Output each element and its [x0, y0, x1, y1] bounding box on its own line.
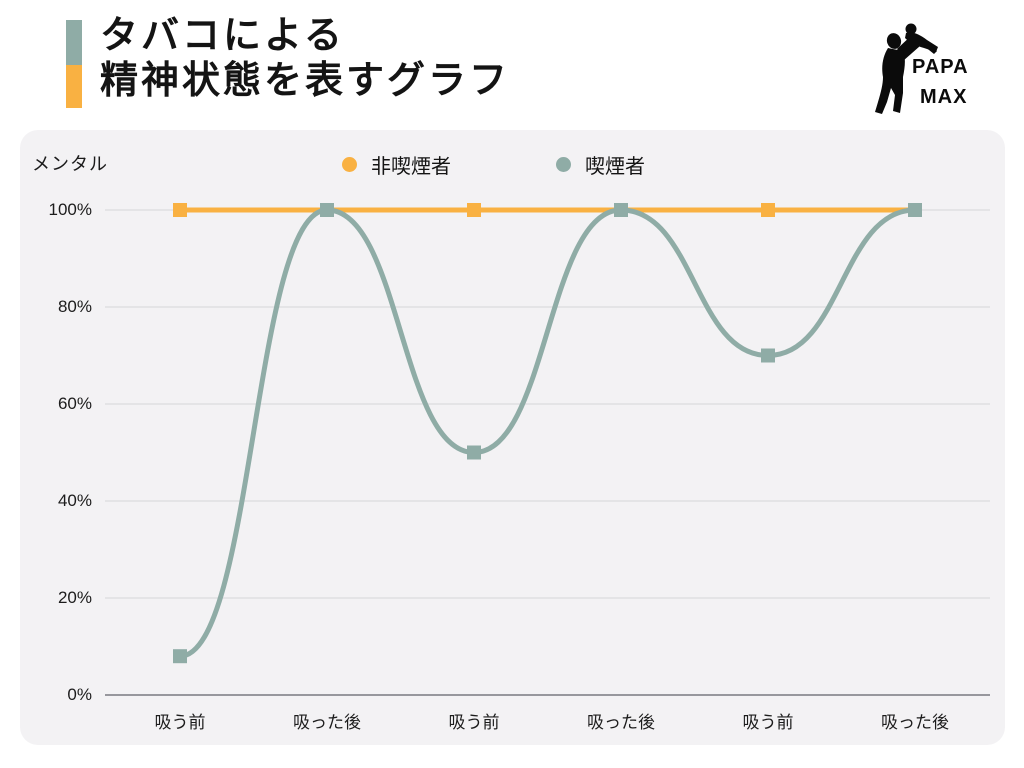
legend-dot-nonsmoker-icon	[342, 157, 357, 172]
series-marker-smoker	[467, 445, 481, 460]
y-tick-label: 0%	[67, 685, 92, 704]
x-tick-label: 吸った後	[587, 713, 655, 732]
title-accent-bar-sage	[66, 20, 82, 65]
logo-text-papa: PAPA	[912, 56, 969, 78]
page-title: タバコによる 精神状態を表すグラフ	[66, 14, 510, 108]
legend-dot-smoker-icon	[556, 157, 571, 172]
legend-item-smoker: 喫煙者	[556, 150, 645, 179]
chart-title-line1: タバコによる	[100, 15, 345, 57]
y-tick-label: 60%	[57, 394, 92, 413]
series-marker-smoker	[761, 348, 775, 363]
series-line-smoker	[177, 207, 918, 659]
legend-item-nonsmoker: 非喫煙者	[342, 150, 451, 179]
y-tick-label: 20%	[57, 588, 92, 607]
title-accent-bar-orange	[66, 65, 82, 108]
x-tick-label: 吸う前	[742, 713, 794, 732]
x-tick-label: 吸う前	[154, 713, 206, 732]
legend-label-nonsmoker: 非喫煙者	[371, 156, 451, 178]
chart-card: メンタル 非喫煙者 喫煙者 100% 80% 60% 40% 20% 0% 吸う前 吸った後 吸う…	[20, 130, 1005, 745]
x-tick-label: 吸った後	[881, 713, 949, 732]
y-tick-label: 80%	[57, 297, 92, 316]
series-marker-smoker	[320, 203, 334, 217]
y-axis-label: メンタル	[32, 154, 108, 174]
logo-text-max: MAX	[920, 86, 968, 108]
y-tick-label: 100%	[48, 200, 92, 219]
line-chart-svg	[105, 203, 990, 696]
papa-max-logo: PAPA MAX	[872, 20, 1017, 118]
series-marker-smoker	[614, 203, 628, 217]
x-tick-label: 吸った後	[293, 713, 361, 732]
series-marker-nonsmoker	[761, 203, 775, 217]
chart-title-line2: 精神状態を表すグラフ	[100, 60, 511, 102]
title-accent-bars	[66, 14, 82, 108]
chart-legend: 非喫煙者 喫煙者	[342, 150, 645, 179]
series-marker-smoker	[908, 203, 922, 217]
plot-area	[105, 203, 990, 696]
series-marker-nonsmoker	[173, 203, 187, 217]
y-tick-label: 40%	[57, 491, 92, 510]
x-tick-label: 吸う前	[448, 713, 500, 732]
chart-title: タバコによる 精神状態を表すグラフ	[100, 14, 510, 108]
father-lifting-child-silhouette-icon	[875, 23, 938, 114]
series-marker-smoker	[173, 649, 187, 664]
legend-label-smoker: 喫煙者	[585, 156, 645, 178]
series-marker-nonsmoker	[467, 203, 481, 217]
